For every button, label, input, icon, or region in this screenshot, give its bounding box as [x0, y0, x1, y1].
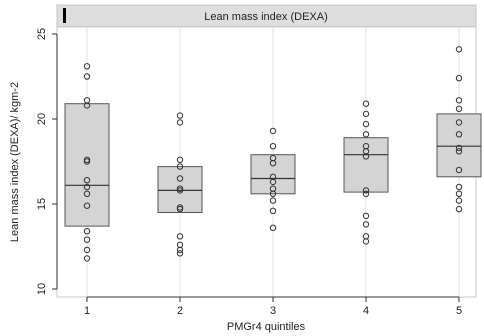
- data-point-5-12: [455, 197, 463, 204]
- x-tick-label-5: 5: [456, 305, 462, 317]
- y-tick-label-15: 15: [36, 198, 48, 210]
- data-point-5-1: [455, 46, 463, 53]
- data-point-3-10: [269, 207, 277, 215]
- box-2: [157, 166, 203, 214]
- box-1: [64, 103, 110, 227]
- data-point-4-11: [362, 221, 370, 228]
- data-point-5-3: [455, 97, 463, 104]
- data-point-2-13: [176, 250, 184, 257]
- x-tick-label-2: 2: [177, 305, 183, 317]
- data-point-4-13: [362, 238, 370, 245]
- data-point-1-10: [83, 202, 91, 209]
- data-point-2-7: [176, 187, 184, 194]
- x-tick-label-1: 1: [84, 305, 90, 317]
- data-point-5-4: [455, 105, 463, 113]
- data-point-3-9: [269, 197, 277, 204]
- data-point-3-6: [269, 178, 277, 186]
- data-point-2-5: [176, 175, 184, 182]
- data-point-3-11: [269, 224, 277, 232]
- data-point-2-3: [176, 156, 184, 164]
- data-point-5-9: [455, 166, 463, 174]
- data-point-3-2: [269, 143, 277, 150]
- data-point-4-8: [362, 187, 370, 194]
- x-axis-title: PMGr4 quintiles: [227, 321, 306, 333]
- y-tick-label-20: 20: [36, 113, 48, 125]
- data-point-5-13: [455, 205, 463, 213]
- data-point-2-1: [176, 112, 184, 119]
- data-point-5-5: [455, 119, 463, 126]
- data-point-1-12: [83, 236, 91, 243]
- data-point-5-8: [455, 148, 463, 155]
- data-point-1-7: [83, 177, 91, 184]
- title-marker: [63, 8, 66, 23]
- data-point-4-7: [362, 153, 370, 160]
- data-point-4-2: [362, 110, 370, 118]
- data-point-4-1: [362, 100, 370, 107]
- data-point-2-4: [176, 163, 184, 170]
- data-point-1-1: [83, 63, 91, 70]
- data-point-1-9: [83, 190, 91, 198]
- data-point-4-3: [362, 120, 370, 128]
- data-point-3-1: [269, 127, 277, 135]
- data-point-2-10: [176, 233, 184, 240]
- data-point-1-13: [83, 246, 91, 254]
- box-4: [343, 137, 389, 193]
- data-point-5-11: [455, 190, 463, 198]
- chart-title: Lean mass index (DEXA): [204, 11, 328, 23]
- data-point-4-4: [362, 131, 370, 138]
- data-point-4-9: [362, 190, 370, 198]
- data-point-1-4: [83, 102, 91, 109]
- y-tick-label-25: 25: [36, 28, 48, 40]
- data-point-5-6: [455, 131, 463, 138]
- data-point-5-7: [455, 144, 463, 152]
- data-point-5-2: [455, 75, 463, 82]
- data-point-4-10: [362, 212, 370, 220]
- data-point-1-2: [83, 73, 91, 80]
- y-axis-title: Lean mass index (DEXA)/ kgm-2: [9, 82, 21, 242]
- y-tick-label-10: 10: [36, 283, 48, 295]
- axis-layer: 10 15 20 25 1 2 3 4 5: [36, 28, 462, 317]
- data-point-2-12: [176, 246, 184, 254]
- data-point-3-4: [269, 160, 277, 167]
- x-tick-label-3: 3: [270, 305, 276, 317]
- data-point-3-8: [269, 190, 277, 198]
- data-point-5-10: [455, 183, 463, 191]
- data-point-1-6: [83, 158, 91, 165]
- data-point-2-9: [176, 205, 184, 213]
- x-tick-label-4: 4: [363, 305, 369, 317]
- data-point-1-14: [83, 255, 91, 262]
- data-point-2-2: [176, 119, 184, 126]
- point-layer: [83, 46, 463, 262]
- data-point-1-11: [83, 228, 91, 235]
- data-point-1-8: [83, 183, 91, 191]
